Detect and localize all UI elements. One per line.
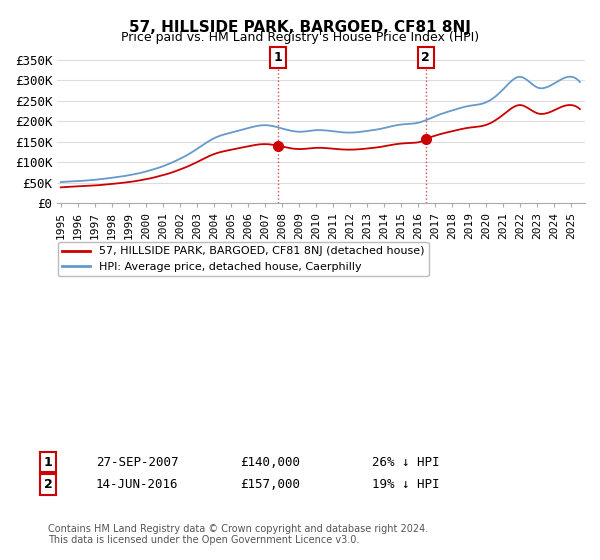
Text: Price paid vs. HM Land Registry's House Price Index (HPI): Price paid vs. HM Land Registry's House … <box>121 31 479 44</box>
Text: 27-SEP-2007: 27-SEP-2007 <box>96 455 179 469</box>
Text: 57, HILLSIDE PARK, BARGOED, CF81 8NJ: 57, HILLSIDE PARK, BARGOED, CF81 8NJ <box>129 20 471 35</box>
Text: 2: 2 <box>421 51 430 64</box>
Text: Contains HM Land Registry data © Crown copyright and database right 2024.: Contains HM Land Registry data © Crown c… <box>48 524 428 534</box>
Legend: 57, HILLSIDE PARK, BARGOED, CF81 8NJ (detached house), HPI: Average price, detac: 57, HILLSIDE PARK, BARGOED, CF81 8NJ (de… <box>58 242 428 277</box>
Text: 26% ↓ HPI: 26% ↓ HPI <box>372 455 439 469</box>
Text: £140,000: £140,000 <box>240 455 300 469</box>
Text: £157,000: £157,000 <box>240 478 300 491</box>
Text: This data is licensed under the Open Government Licence v3.0.: This data is licensed under the Open Gov… <box>48 535 359 545</box>
Text: 2: 2 <box>44 478 52 491</box>
Text: 14-JUN-2016: 14-JUN-2016 <box>96 478 179 491</box>
Text: 19% ↓ HPI: 19% ↓ HPI <box>372 478 439 491</box>
Text: 1: 1 <box>44 455 52 469</box>
Text: 1: 1 <box>274 51 282 64</box>
